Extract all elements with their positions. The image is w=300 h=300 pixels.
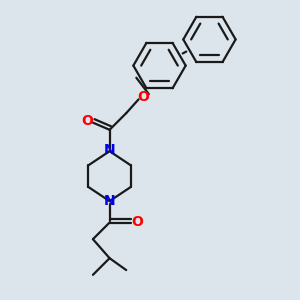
Text: O: O [131, 215, 143, 229]
Text: O: O [81, 115, 93, 128]
Text: N: N [104, 194, 116, 208]
Text: O: O [137, 89, 149, 103]
Text: N: N [104, 143, 116, 158]
